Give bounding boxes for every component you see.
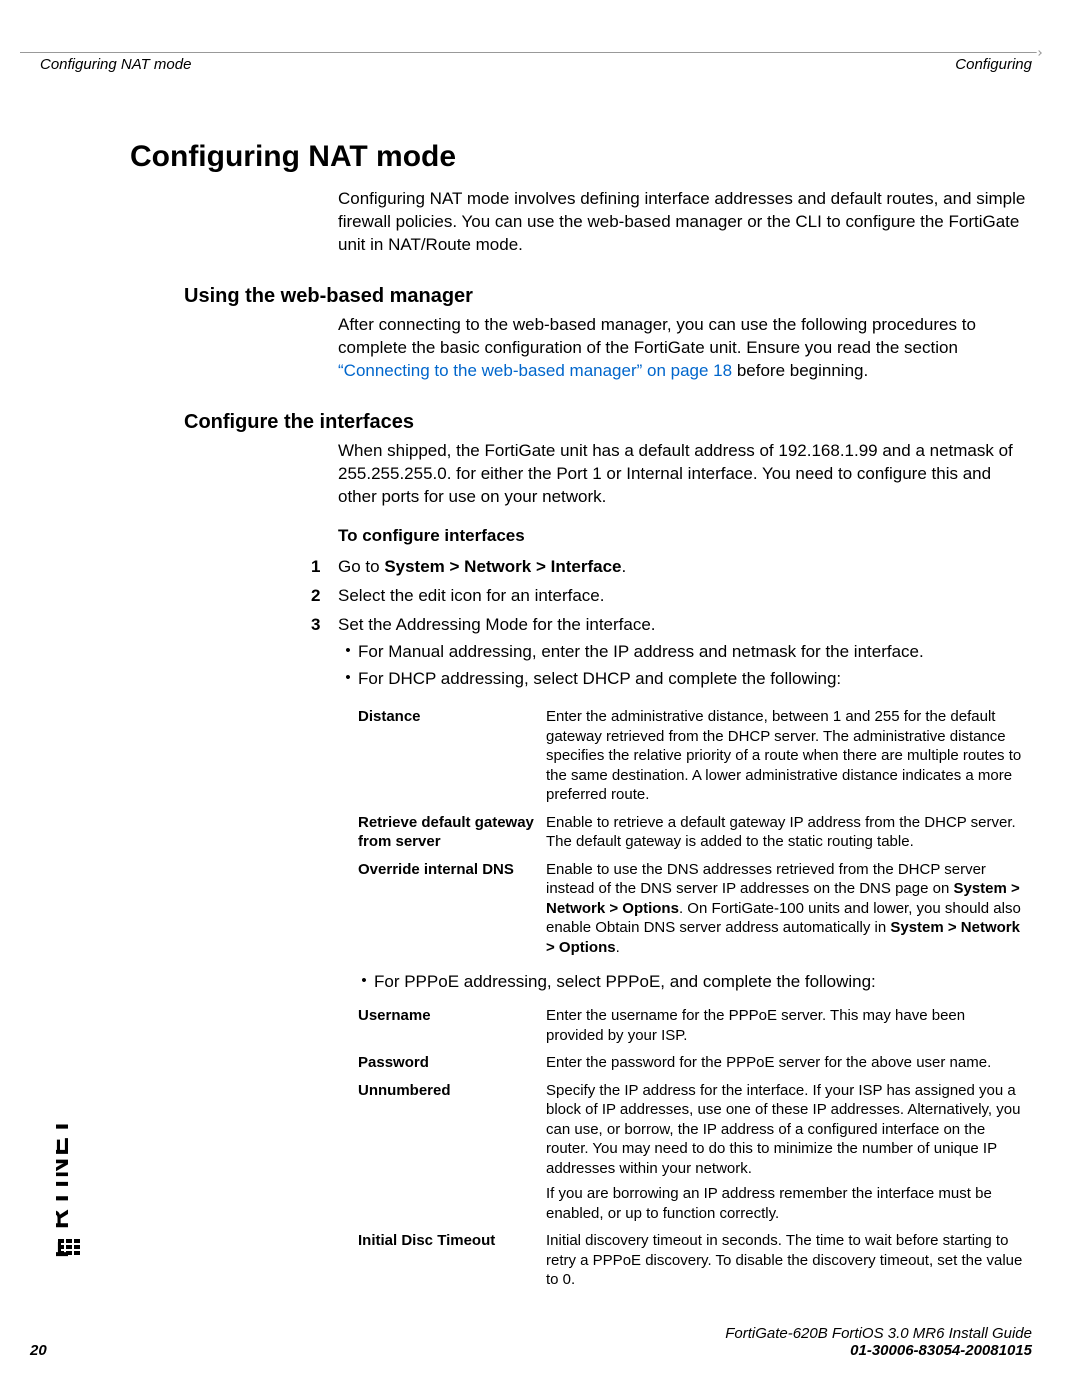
bullet-text: For PPPoE addressing, select PPPoE, and … [374, 971, 876, 994]
section-web-manager-body: After connecting to the web-based manage… [338, 314, 1032, 383]
procedure-heading: To configure interfaces [338, 526, 1032, 546]
page-number: 20 [30, 1342, 47, 1359]
opt-desc: Enter the password for the PPPoE server … [546, 1049, 1030, 1077]
opt-key: Override internal DNS [358, 856, 546, 962]
running-head-right: Configuring [955, 56, 1032, 73]
opt-key: Password [358, 1049, 546, 1077]
step3-text: Set the Addressing Mode for the interfac… [338, 615, 656, 634]
opt-desc: Initial discovery timeout in seconds. Th… [546, 1227, 1030, 1294]
step1-prefix: Go to [338, 557, 384, 576]
body-suffix: before beginning. [732, 361, 868, 380]
section-configure-interfaces: Configure the interfaces [184, 411, 1032, 434]
opt-desc: Enter the username for the PPPoE server.… [546, 1002, 1030, 1049]
fortinet-logo: F RTINET [56, 1077, 80, 1297]
cross-ref-link[interactable]: “Connecting to the web-based manager” on… [338, 361, 732, 380]
table-row: Initial Disc Timeout Initial discovery t… [358, 1227, 1030, 1294]
desc-extra: If you are borrowing an IP address remem… [546, 1184, 1024, 1223]
doc-title: FortiGate-620B FortiOS 3.0 MR6 Install G… [725, 1325, 1032, 1342]
desc-part: . [616, 939, 620, 956]
table-row: Retrieve default gateway from server Ena… [358, 809, 1030, 856]
step-1: 1 Go to System > Network > Interface. [311, 556, 1032, 579]
bullet-pppoe: For PPPoE addressing, select PPPoE, and … [354, 971, 1032, 994]
desc-part: Specify the IP address for the interface… [546, 1082, 1020, 1177]
step1-suffix: . [621, 557, 626, 576]
step-number: 1 [311, 556, 338, 579]
opt-desc: Enable to retrieve a default gateway IP … [546, 809, 1030, 856]
running-head-left: Configuring NAT mode [40, 56, 191, 73]
desc-part: Enable to use the DNS addresses retrieve… [546, 861, 986, 898]
step1-path: System > Network > Interface [384, 557, 621, 576]
opt-desc: Enable to use the DNS addresses retrieve… [546, 856, 1030, 962]
opt-key: Unnumbered [358, 1077, 546, 1228]
table-row: Username Enter the username for the PPPo… [358, 1002, 1030, 1049]
step-number: 2 [311, 585, 338, 608]
doc-id: 01-30006-83054-20081015 [725, 1342, 1032, 1359]
section-configure-interfaces-body: When shipped, the FortiGate unit has a d… [338, 440, 1032, 509]
bullet-dhcp: For DHCP addressing, select DHCP and com… [338, 668, 1032, 691]
table-row: Override internal DNS Enable to use the … [358, 856, 1030, 962]
body-prefix: After connecting to the web-based manage… [338, 315, 976, 357]
table-row: Password Enter the password for the PPPo… [358, 1049, 1030, 1077]
dhcp-options-table: Distance Enter the administrative distan… [358, 703, 1030, 961]
pppoe-options-table: Username Enter the username for the PPPo… [358, 1002, 1030, 1294]
step-number: 3 [311, 614, 338, 695]
bullet-text: For Manual addressing, enter the IP addr… [358, 641, 924, 664]
page-title: Configuring NAT mode [130, 140, 1032, 174]
opt-desc: Specify the IP address for the interface… [546, 1077, 1030, 1228]
table-row: Unnumbered Specify the IP address for th… [358, 1077, 1030, 1228]
bullet-manual: For Manual addressing, enter the IP addr… [338, 641, 1032, 664]
opt-key: Username [358, 1002, 546, 1049]
step2-text: Select the edit icon for an interface. [338, 585, 1032, 608]
opt-key: Retrieve default gateway from server [358, 809, 546, 856]
step-3: 3 Set the Addressing Mode for the interf… [311, 614, 1032, 695]
bullet-text: For DHCP addressing, select DHCP and com… [358, 668, 841, 691]
opt-key: Distance [358, 703, 546, 809]
intro-paragraph: Configuring NAT mode involves defining i… [338, 188, 1032, 257]
section-web-manager: Using the web-based manager [184, 285, 1032, 308]
step-2: 2 Select the edit icon for an interface. [311, 585, 1032, 608]
opt-key: Initial Disc Timeout [358, 1227, 546, 1294]
table-row: Distance Enter the administrative distan… [358, 703, 1030, 809]
header-rule [20, 52, 1040, 53]
svg-text:F RTINET: F RTINET [56, 1116, 74, 1258]
opt-desc: Enter the administrative distance, betwe… [546, 703, 1030, 809]
